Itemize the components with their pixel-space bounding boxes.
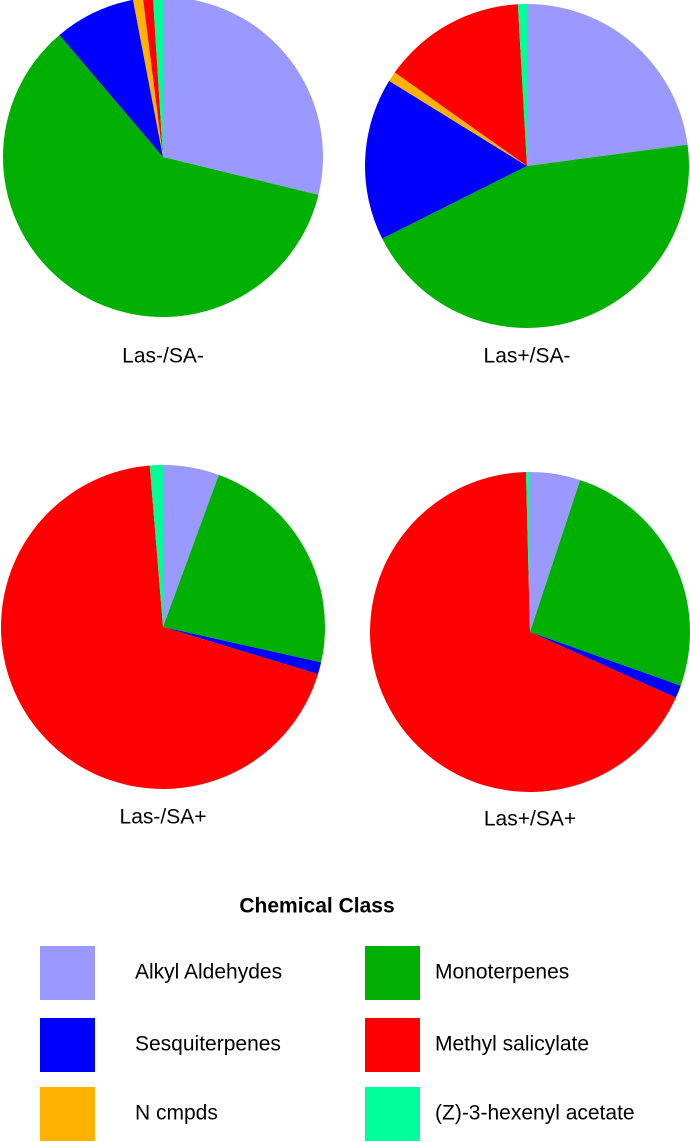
pie-slice bbox=[163, 0, 323, 195]
legend-title: Chemical Class bbox=[239, 895, 394, 918]
pie-slice bbox=[149, 465, 163, 627]
legend-swatch bbox=[365, 1018, 420, 1072]
pie-slice bbox=[382, 144, 690, 329]
pie-title: Las+/SA- bbox=[484, 345, 571, 368]
pie-slice bbox=[153, 0, 163, 157]
legend-swatch bbox=[40, 1018, 95, 1072]
pie-slice bbox=[59, 0, 163, 157]
pie-slice bbox=[143, 0, 163, 157]
pie-slice bbox=[370, 472, 676, 793]
pie-slice bbox=[530, 472, 581, 632]
legend-label: Methyl salicylate bbox=[435, 1033, 589, 1056]
pie-title: Las-/SA- bbox=[122, 345, 204, 368]
legend-swatch bbox=[365, 1087, 420, 1141]
pie-slice bbox=[394, 4, 527, 167]
legend-swatch bbox=[40, 946, 95, 1000]
pie-slice bbox=[3, 35, 319, 317]
pie-slice bbox=[530, 632, 681, 698]
pie-slice bbox=[1, 465, 318, 789]
pie-slice bbox=[389, 72, 527, 166]
pie-slice bbox=[365, 80, 527, 239]
legend-swatch bbox=[40, 1087, 95, 1141]
legend-label: Monoterpenes bbox=[435, 961, 569, 984]
pie-slice bbox=[133, 0, 163, 157]
pie-slice bbox=[163, 465, 219, 627]
pie-slice bbox=[527, 4, 688, 166]
legend-label: N cmpds bbox=[135, 1102, 218, 1125]
pie-slice bbox=[163, 474, 325, 663]
pie-title: Las+/SA+ bbox=[484, 808, 576, 831]
pie-title: Las-/SA+ bbox=[120, 806, 207, 829]
pie-slice bbox=[530, 480, 690, 686]
pie-slice bbox=[525, 472, 530, 632]
legend-swatch bbox=[365, 946, 420, 1000]
legend-label: (Z)-3-hexenyl acetate bbox=[435, 1102, 635, 1125]
pie-slice bbox=[163, 627, 322, 675]
legend-label: Sesquiterpenes bbox=[135, 1033, 281, 1056]
legend-label: Alkyl Aldehydes bbox=[135, 961, 282, 984]
pie-slice bbox=[517, 4, 527, 166]
